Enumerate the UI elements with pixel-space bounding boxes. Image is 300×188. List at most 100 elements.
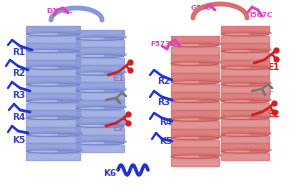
Text: R4: R4 <box>12 113 25 122</box>
Ellipse shape <box>222 48 271 51</box>
Ellipse shape <box>172 61 221 64</box>
Ellipse shape <box>176 119 199 120</box>
Polygon shape <box>76 82 124 90</box>
Polygon shape <box>76 127 124 135</box>
Ellipse shape <box>171 99 219 103</box>
Ellipse shape <box>77 105 126 109</box>
Polygon shape <box>221 86 269 93</box>
Text: F: F <box>116 98 121 107</box>
Polygon shape <box>221 43 269 50</box>
Polygon shape <box>26 127 80 133</box>
Ellipse shape <box>172 116 221 120</box>
Ellipse shape <box>222 98 271 102</box>
Polygon shape <box>26 119 80 127</box>
Ellipse shape <box>221 83 269 86</box>
Polygon shape <box>221 110 269 117</box>
Ellipse shape <box>172 153 221 157</box>
Polygon shape <box>171 55 219 62</box>
Ellipse shape <box>27 98 82 102</box>
Ellipse shape <box>31 117 57 118</box>
Ellipse shape <box>26 33 80 36</box>
Polygon shape <box>76 100 124 107</box>
Text: K6: K6 <box>103 169 117 178</box>
Ellipse shape <box>176 100 199 101</box>
Text: F: F <box>268 88 274 97</box>
Ellipse shape <box>80 142 104 143</box>
Text: I567C: I567C <box>249 12 272 18</box>
Ellipse shape <box>171 155 219 158</box>
Ellipse shape <box>226 84 249 85</box>
Ellipse shape <box>27 115 82 118</box>
Polygon shape <box>171 110 219 118</box>
Ellipse shape <box>171 118 219 121</box>
Ellipse shape <box>26 83 80 86</box>
Polygon shape <box>26 93 80 100</box>
Polygon shape <box>26 143 80 150</box>
Polygon shape <box>221 26 269 33</box>
Ellipse shape <box>171 62 219 66</box>
Polygon shape <box>171 36 219 44</box>
Polygon shape <box>171 140 219 147</box>
Polygon shape <box>221 93 269 100</box>
Ellipse shape <box>77 140 126 143</box>
Polygon shape <box>171 147 219 155</box>
Ellipse shape <box>31 50 57 51</box>
Polygon shape <box>26 52 80 59</box>
Polygon shape <box>221 69 269 76</box>
Ellipse shape <box>26 100 80 103</box>
Polygon shape <box>26 136 80 143</box>
Polygon shape <box>171 65 219 73</box>
Ellipse shape <box>77 70 126 74</box>
Polygon shape <box>221 119 269 127</box>
Polygon shape <box>171 92 219 100</box>
Ellipse shape <box>222 149 271 152</box>
Ellipse shape <box>31 33 57 35</box>
Ellipse shape <box>31 134 57 135</box>
Text: K5: K5 <box>12 136 25 145</box>
Polygon shape <box>221 153 269 160</box>
Ellipse shape <box>226 151 249 152</box>
Ellipse shape <box>226 33 249 35</box>
Text: R2: R2 <box>158 77 171 86</box>
Ellipse shape <box>27 48 82 51</box>
Polygon shape <box>171 73 219 81</box>
Text: K5: K5 <box>159 137 172 146</box>
Ellipse shape <box>77 36 126 39</box>
Ellipse shape <box>171 81 219 84</box>
Ellipse shape <box>26 150 80 153</box>
Polygon shape <box>221 52 269 59</box>
Ellipse shape <box>176 44 199 45</box>
Ellipse shape <box>172 135 221 139</box>
Text: E1: E1 <box>267 63 279 72</box>
Text: R4: R4 <box>159 118 172 127</box>
Polygon shape <box>171 102 219 110</box>
Polygon shape <box>76 40 124 47</box>
Text: G570C: G570C <box>190 5 217 11</box>
Ellipse shape <box>176 137 199 138</box>
Ellipse shape <box>26 66 80 69</box>
Ellipse shape <box>77 88 126 91</box>
Ellipse shape <box>31 151 57 152</box>
Text: D185C: D185C <box>46 8 73 14</box>
Ellipse shape <box>80 73 104 74</box>
Text: F573C: F573C <box>150 41 176 47</box>
Ellipse shape <box>27 149 82 152</box>
Polygon shape <box>76 92 124 100</box>
Polygon shape <box>221 36 269 43</box>
Polygon shape <box>76 47 124 55</box>
Ellipse shape <box>31 67 57 68</box>
Ellipse shape <box>176 63 199 64</box>
Ellipse shape <box>77 53 126 56</box>
Polygon shape <box>221 59 269 67</box>
Ellipse shape <box>221 33 269 36</box>
Ellipse shape <box>76 72 124 75</box>
Ellipse shape <box>76 55 124 58</box>
Ellipse shape <box>226 134 249 135</box>
Ellipse shape <box>221 150 269 153</box>
Polygon shape <box>26 76 80 83</box>
Ellipse shape <box>222 65 271 68</box>
Polygon shape <box>76 135 124 142</box>
Ellipse shape <box>172 79 221 83</box>
Ellipse shape <box>27 81 82 85</box>
Ellipse shape <box>80 38 104 39</box>
